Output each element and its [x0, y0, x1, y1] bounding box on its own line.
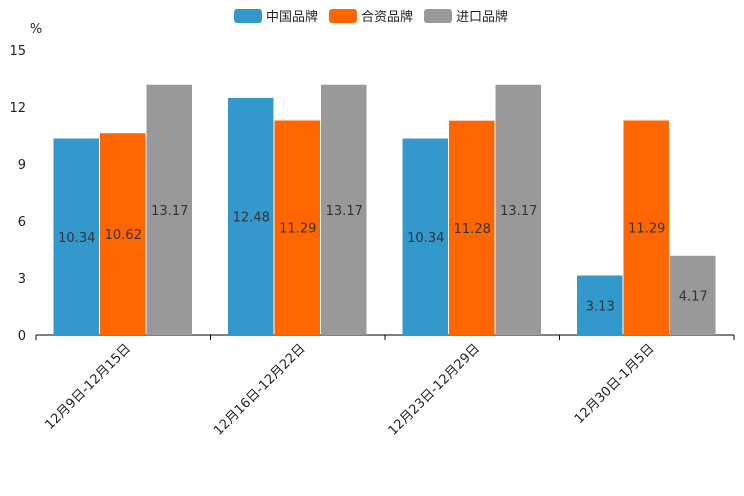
bar — [670, 255, 716, 335]
bar-value-label: 11.28 — [454, 222, 491, 237]
bar-value-label: 13.17 — [151, 204, 188, 219]
x-category-label: 12月16日-12月22日 — [211, 341, 308, 438]
bar-value-label: 13.17 — [500, 204, 537, 219]
bar — [577, 275, 623, 335]
legend-label: 合资品牌 — [361, 9, 413, 25]
bar — [402, 138, 448, 335]
bar — [623, 120, 669, 336]
y-tick-label: 12 — [9, 101, 26, 116]
bar — [449, 120, 495, 336]
bar-value-label: 10.34 — [58, 231, 95, 246]
legend-label: 进口品牌 — [456, 9, 508, 25]
bar-value-label: 4.17 — [679, 289, 708, 304]
x-category-label: 12月23日-12月29日 — [386, 341, 483, 438]
bar — [228, 97, 274, 335]
bar-value-label: 11.29 — [279, 222, 316, 237]
y-tick-label: 3 — [18, 272, 26, 287]
bar — [146, 84, 192, 336]
bar-value-label: 13.17 — [326, 204, 363, 219]
bar-value-label: 11.29 — [628, 222, 665, 237]
bar-value-label: 3.13 — [586, 299, 615, 314]
y-tick-label: 6 — [18, 215, 26, 230]
bar-value-label: 10.34 — [407, 231, 444, 246]
y-tick-label: 15 — [9, 44, 26, 59]
legend-swatch — [234, 9, 262, 23]
bar-value-label: 12.48 — [233, 210, 270, 225]
bar — [100, 133, 146, 335]
bar-value-label: 10.62 — [105, 228, 142, 243]
bar — [53, 138, 99, 335]
x-category-label: 12月30日-1月5日 — [572, 341, 658, 427]
bar — [321, 84, 367, 336]
x-category-label: 12月9日-12月15日 — [42, 341, 134, 433]
bar — [274, 120, 320, 336]
legend-swatch — [424, 9, 452, 23]
y-tick-label: 9 — [18, 158, 26, 173]
legend-label: 中国品牌 — [266, 9, 318, 25]
y-axis-unit-label: % — [30, 22, 42, 37]
legend-swatch — [329, 9, 357, 23]
y-tick-label: 0 — [18, 329, 26, 344]
bar — [495, 84, 541, 336]
